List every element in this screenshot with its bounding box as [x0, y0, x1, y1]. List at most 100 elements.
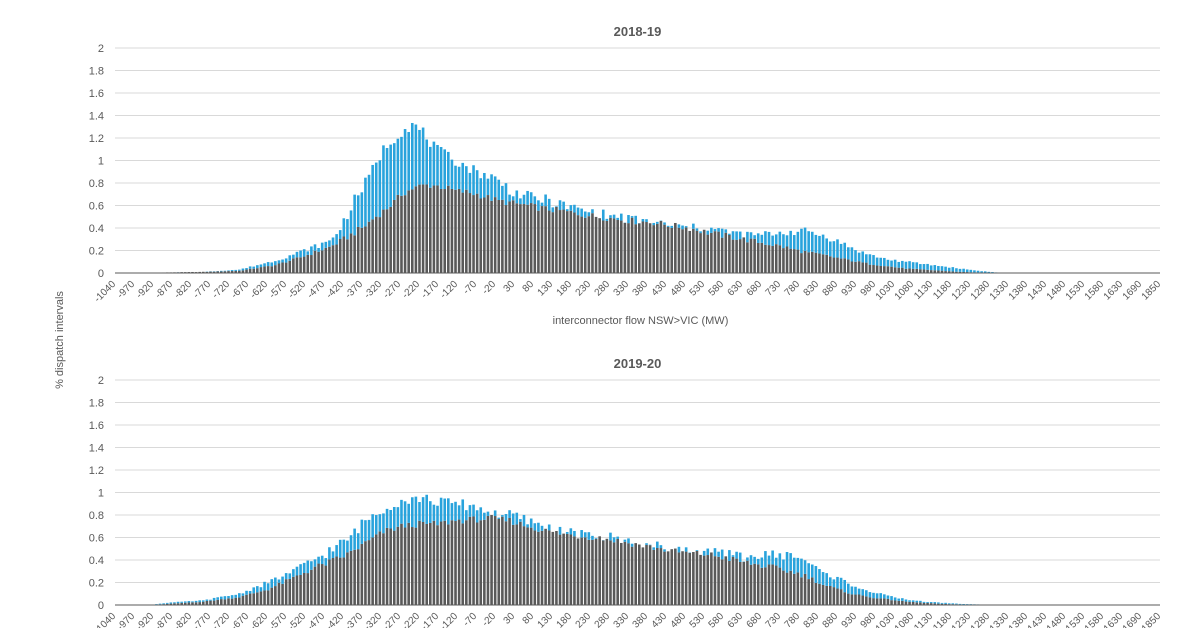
bar-lower — [223, 599, 227, 605]
bar-lower — [335, 244, 338, 273]
bar-lower — [828, 586, 832, 605]
bar-lower — [926, 269, 929, 273]
bar-upper — [926, 263, 929, 270]
bar-lower — [230, 271, 234, 273]
bar-upper — [555, 206, 558, 207]
bar-lower — [432, 185, 436, 273]
bar-upper — [302, 562, 306, 573]
bar-lower — [576, 538, 580, 605]
bar-lower — [778, 567, 782, 605]
bar-lower — [515, 203, 519, 273]
bar-upper — [677, 546, 681, 553]
bar-upper — [710, 227, 713, 233]
bar-lower — [385, 527, 389, 605]
bar-lower — [238, 597, 241, 605]
bar-upper — [529, 192, 533, 204]
bar-upper — [958, 603, 962, 605]
bar-upper — [310, 561, 313, 570]
bar-lower — [638, 223, 641, 273]
bar-lower — [310, 255, 313, 273]
bar-upper — [450, 503, 454, 521]
bar-upper — [702, 550, 706, 556]
bar-upper — [187, 601, 191, 603]
bar-upper — [753, 235, 756, 239]
bar-lower — [356, 226, 360, 273]
bar-lower — [929, 603, 933, 605]
bar-lower — [688, 552, 692, 605]
x-tick-label: -170 — [419, 279, 441, 301]
y-tick-label: 1.8 — [89, 66, 104, 78]
x-tick-label: 780 — [783, 611, 803, 628]
bar-upper — [847, 583, 850, 594]
bar-lower — [450, 188, 454, 273]
bar-lower — [569, 534, 573, 605]
bar-upper — [201, 600, 205, 602]
bar-upper — [461, 162, 465, 193]
bar-lower — [778, 245, 782, 273]
bar-upper — [868, 254, 872, 265]
bar-upper — [792, 557, 796, 574]
bar-lower — [756, 242, 760, 273]
bar-lower — [299, 257, 302, 273]
bar-lower — [277, 582, 281, 605]
bar-lower — [396, 526, 400, 605]
bar-upper — [266, 583, 270, 591]
bar-lower — [710, 232, 713, 273]
bar-lower — [576, 215, 580, 273]
bar-upper — [782, 234, 785, 249]
bar-lower — [367, 221, 371, 273]
bar-lower — [191, 602, 194, 605]
bar-lower — [248, 593, 252, 605]
bar-lower — [209, 600, 212, 605]
x-tick-label: 530 — [688, 611, 708, 628]
bar-lower — [937, 270, 940, 273]
bar-upper — [274, 577, 277, 587]
bar-upper — [591, 535, 594, 540]
bar-upper — [410, 122, 414, 190]
bar-upper — [299, 564, 302, 575]
bar-lower — [356, 549, 360, 605]
bar-upper — [940, 266, 944, 271]
bar-upper — [659, 545, 663, 549]
x-tick-label: 730 — [764, 611, 784, 628]
chart-panel-1: 2018-1900.20.40.60.811.21.41.61.82-1040-… — [89, 24, 1164, 327]
bar-lower — [501, 199, 504, 273]
bar-lower — [284, 262, 288, 273]
x-tick-label: 280 — [593, 279, 613, 299]
bar-upper — [619, 213, 623, 221]
bar-lower — [598, 536, 601, 605]
bar-lower — [634, 224, 637, 273]
bar-upper — [392, 143, 396, 200]
bar-upper — [252, 587, 256, 594]
x-tick-label: -120 — [438, 279, 460, 301]
bar-upper — [991, 272, 994, 273]
x-tick-label: -70 — [461, 279, 479, 297]
bar-upper — [976, 270, 980, 273]
bar-lower — [537, 531, 540, 605]
x-tick-label: 930 — [840, 611, 860, 628]
bar-lower — [785, 572, 789, 605]
y-tick-label: 1.2 — [89, 133, 104, 145]
bar-upper — [328, 547, 331, 560]
bar-upper — [832, 579, 836, 588]
bar-lower — [565, 533, 569, 605]
bar-upper — [421, 127, 425, 185]
bar-lower — [616, 219, 619, 273]
bar-upper — [292, 254, 295, 259]
bar-lower — [504, 521, 508, 605]
bar-lower — [601, 540, 605, 605]
bar-upper — [432, 504, 436, 521]
bar-lower — [753, 238, 756, 273]
bar-upper — [403, 129, 407, 196]
bar-upper — [890, 596, 893, 601]
bar-upper — [901, 260, 904, 268]
bar-upper — [692, 223, 695, 229]
bar-lower — [904, 601, 908, 605]
bar-lower — [843, 258, 846, 273]
bar-lower — [713, 556, 717, 605]
bar-upper — [558, 200, 562, 211]
bar-lower — [519, 521, 522, 605]
bar-lower — [317, 251, 320, 273]
bar-lower — [439, 188, 443, 273]
y-tick-label: 0.6 — [89, 201, 104, 213]
